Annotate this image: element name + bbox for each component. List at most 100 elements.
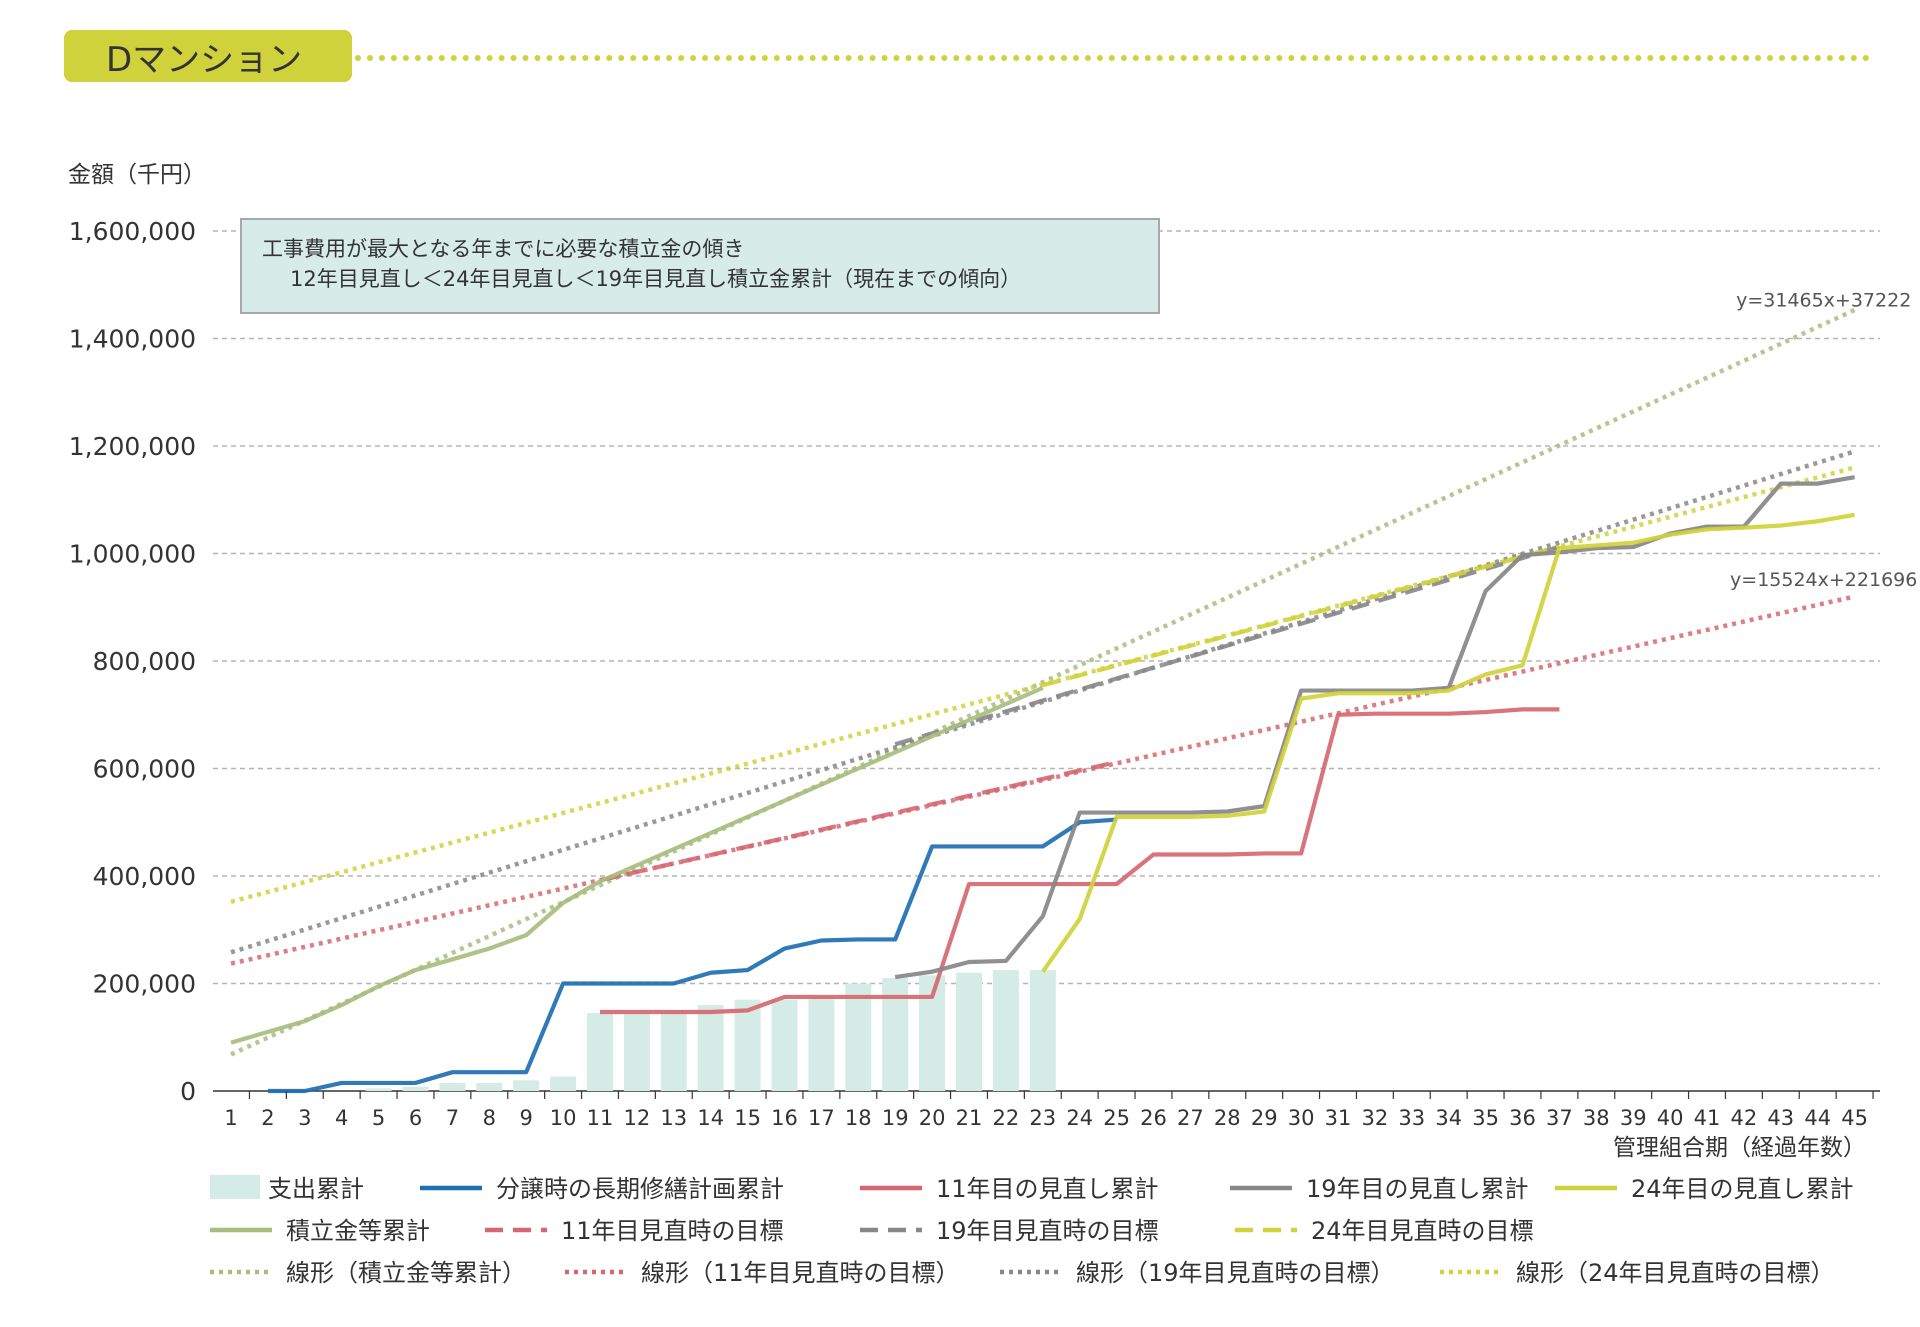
x-axis-ticks: 1 2 3 4 5 6 7 8 9 10 11 12 13 14 15 16 17 18 19 20 21 22 23 24 2…: [224, 1091, 1874, 1130]
x-tick-label: 23: [1029, 1106, 1056, 1130]
x-tick-label: 14: [697, 1106, 724, 1130]
bar: [439, 1082, 466, 1091]
x-tick-label: 19: [882, 1106, 909, 1130]
y-tick-label: 1,600,000: [69, 217, 196, 246]
y-tick-label: 600,000: [93, 755, 196, 784]
line-series: [230, 307, 1856, 1094]
y-axis-ticks: 0 200,000 400,000 600,000 800,000 1,000,000 1,…: [69, 217, 196, 1106]
series-line: [230, 594, 1856, 966]
y-axis-label: 金額（千円）: [68, 162, 206, 188]
bar-series: [365, 970, 1056, 1091]
legend-label: 24年目の見直し累計: [1631, 1175, 1854, 1203]
x-tick-label: 8: [483, 1106, 496, 1130]
legend-item: 線形（24年目見直時の目標）: [1440, 1259, 1835, 1287]
legend-item: 積立金等累計: [210, 1217, 430, 1245]
bar: [513, 1080, 540, 1091]
bar: [734, 999, 761, 1091]
y-tick-label: 1,000,000: [69, 540, 196, 569]
x-tick-label: 16: [771, 1106, 798, 1130]
x-tick-label: 2: [261, 1106, 274, 1130]
x-tick-label: 12: [624, 1106, 651, 1130]
x-tick-label: 7: [446, 1106, 459, 1130]
x-tick-label: 31: [1325, 1106, 1352, 1130]
bar: [771, 999, 798, 1091]
x-tick-label: 32: [1362, 1106, 1389, 1130]
legend-item: 24年目の見直し累計: [1555, 1175, 1854, 1203]
x-axis-label: 管理組合期（経過年数）: [1613, 1135, 1866, 1161]
x-tick-label: 4: [335, 1106, 348, 1130]
legend-label: 分譲時の長期修繕計画累計: [496, 1175, 784, 1203]
bar: [587, 1013, 613, 1091]
bar: [808, 996, 835, 1091]
legend-item: 24年目見直時の目標: [1235, 1217, 1534, 1245]
x-tick-label: 13: [660, 1106, 687, 1130]
legend-label: 19年目見直時の目標: [936, 1217, 1159, 1245]
trendline-equation: y=15524x+221696: [1730, 569, 1917, 591]
legend-item: 11年目見直時の目標: [485, 1217, 784, 1245]
series-line: [230, 685, 1044, 1045]
x-tick-label: 25: [1103, 1106, 1130, 1130]
series-line: [1041, 512, 1855, 973]
legend-item: 分譲時の長期修繕計画累計: [420, 1175, 784, 1203]
x-tick-label: 29: [1251, 1106, 1278, 1130]
x-tick-label: 40: [1657, 1106, 1684, 1130]
series-line: [894, 475, 1855, 980]
note-line-1: 工事費用が最大となる年までに必要な積立金の傾き: [262, 237, 745, 261]
legend-item: 線形（11年目見直時の目標）: [565, 1259, 960, 1287]
legend-label: 支出累計: [268, 1175, 364, 1203]
bar: [623, 1013, 650, 1091]
x-tick-label: 37: [1546, 1106, 1573, 1130]
bar: [956, 972, 982, 1091]
legend-label: 線形（19年目見直時の目標）: [1076, 1259, 1395, 1287]
legend-item: 線形（19年目見直時の目標）: [1000, 1259, 1395, 1287]
annotations: y=31465x+37222 y=15524x+221696: [1730, 289, 1917, 591]
bar: [365, 1088, 392, 1091]
series-line: [600, 707, 1560, 1015]
bar: [660, 1010, 687, 1091]
x-tick-label: 27: [1177, 1106, 1204, 1130]
x-tick-label: 33: [1398, 1106, 1425, 1130]
bar: [402, 1086, 429, 1091]
x-tick-label: 28: [1214, 1106, 1241, 1130]
x-tick-label: 30: [1288, 1106, 1315, 1130]
x-tick-label: 42: [1731, 1106, 1758, 1130]
legend-label: 線形（11年目見直時の目標）: [641, 1259, 960, 1287]
x-tick-label: 3: [298, 1106, 311, 1130]
legend: 支出累計 分譲時の長期修繕計画累計 11年目の見直し累計 19年目の見直し累計 24年目…: [210, 1175, 1854, 1287]
x-tick-label: 21: [956, 1106, 983, 1130]
bar: [992, 970, 1019, 1091]
x-tick-label: 41: [1694, 1106, 1721, 1130]
x-tick-label: 35: [1472, 1106, 1499, 1130]
x-tick-label: 20: [919, 1106, 946, 1130]
legend-label: 11年目見直時の目標: [561, 1217, 784, 1245]
x-tick-label: 6: [409, 1106, 422, 1130]
bar: [697, 1005, 724, 1091]
legend-item: 線形（積立金等累計）: [210, 1259, 526, 1287]
x-tick-label: 38: [1583, 1106, 1610, 1130]
x-tick-label: 15: [734, 1106, 761, 1130]
x-tick-label: 34: [1435, 1106, 1462, 1130]
series-line: [267, 817, 1117, 1094]
y-tick-label: 1,400,000: [69, 325, 196, 354]
legend-item: 支出累計: [210, 1175, 364, 1203]
legend-label: 24年目見直時の目標: [1311, 1217, 1534, 1245]
legend-label: 積立金等累計: [286, 1217, 430, 1245]
bar: [476, 1082, 503, 1091]
y-tick-label: 1,200,000: [69, 432, 196, 461]
slope-note-box: 工事費用が最大となる年までに必要な積立金の傾き 12年目見直し＜24年目見直し＜…: [240, 218, 1160, 314]
bar: [1029, 970, 1056, 1091]
x-tick-label: 24: [1066, 1106, 1093, 1130]
legend-label: 19年目の見直し累計: [1306, 1175, 1529, 1203]
trendline-equation: y=31465x+37222: [1736, 289, 1911, 311]
chart-title: Dマンション: [106, 39, 303, 80]
x-tick-label: 1: [224, 1106, 237, 1130]
x-tick-label: 39: [1620, 1106, 1647, 1130]
chart-title-badge: Dマンション: [64, 30, 352, 82]
x-tick-label: 36: [1509, 1106, 1536, 1130]
title-dotted-rule: [355, 55, 1870, 61]
legend-swatch: [210, 1175, 260, 1199]
x-tick-label: 44: [1804, 1106, 1831, 1130]
x-tick-label: 18: [845, 1106, 872, 1130]
series-line: [230, 307, 1856, 1057]
x-tick-label: 17: [808, 1106, 835, 1130]
